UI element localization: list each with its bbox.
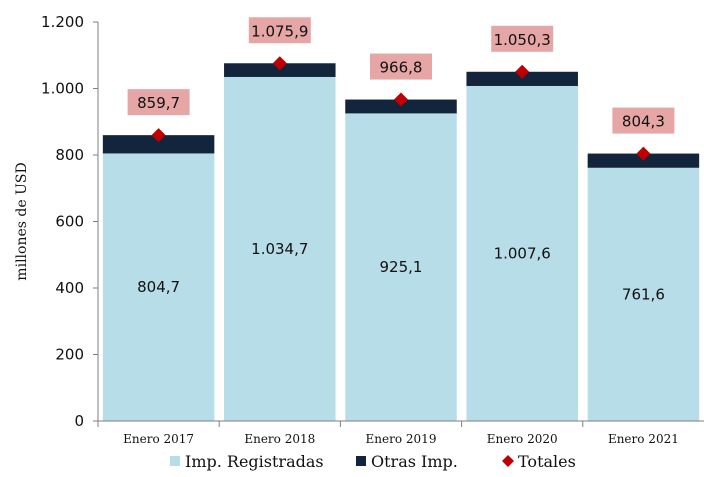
bar-otras-imp bbox=[102, 135, 215, 154]
bar-imp-registradas bbox=[102, 153, 215, 421]
x-tick-label: Enero 2019 bbox=[366, 432, 437, 446]
y-tick-label: 400 bbox=[55, 279, 84, 297]
y-tick-label: 800 bbox=[55, 146, 84, 164]
total-marker bbox=[272, 56, 287, 71]
bar-imp-registradas bbox=[224, 76, 336, 421]
legend-label: Otras Imp. bbox=[371, 452, 458, 471]
total-marker bbox=[394, 92, 408, 107]
total-value-label: 966,8 bbox=[380, 59, 423, 77]
y-tick-label: 600 bbox=[55, 213, 84, 231]
y-axis-label: millones de USD bbox=[14, 162, 30, 280]
total-marker bbox=[636, 146, 651, 161]
x-tick-label: Enero 2017 bbox=[123, 432, 194, 446]
total-label-box bbox=[370, 53, 432, 80]
total-value-label: 859,7 bbox=[137, 94, 180, 112]
legend-swatch bbox=[170, 456, 180, 466]
bars-layer bbox=[102, 63, 700, 422]
bar-imp-registradas bbox=[587, 167, 700, 421]
legend-swatch bbox=[356, 456, 366, 466]
total-marker bbox=[151, 128, 166, 143]
total-label-box bbox=[612, 107, 675, 134]
legend-label: Imp. Registradas bbox=[185, 452, 324, 471]
legend: Imp. Registradas Otras Imp. Totales bbox=[170, 452, 576, 471]
total-label-box bbox=[491, 25, 554, 52]
legend-label: Totales bbox=[518, 452, 576, 471]
x-tick-label: Enero 2018 bbox=[244, 432, 315, 446]
x-tick-label: Enero 2021 bbox=[608, 432, 679, 446]
bar-value-label: 1.034,7 bbox=[251, 240, 308, 258]
bar-value-label: 804,7 bbox=[137, 278, 180, 296]
bar-otras-imp bbox=[466, 71, 578, 86]
bar-otras-imp bbox=[587, 153, 700, 168]
labels-layer: 804,7 859,7 1.034,7 1.075,9 925,1 966,8 1.007,… bbox=[127, 17, 675, 303]
total-label-box bbox=[248, 17, 311, 44]
y-tick-label: 0 bbox=[74, 412, 84, 430]
bar-imp-registradas bbox=[466, 85, 578, 422]
legend-swatch bbox=[502, 455, 514, 467]
total-marker bbox=[515, 64, 530, 79]
total-value-label: 1.075,9 bbox=[251, 22, 308, 40]
y-tick-label: 1.000 bbox=[41, 80, 84, 98]
bar-value-label: 1.007,6 bbox=[494, 244, 551, 262]
x-tick-label: Enero 2020 bbox=[487, 432, 558, 446]
bar-value-label: 761,6 bbox=[622, 285, 665, 303]
axes-layer: Enero 2017 Enero 2018 Enero 2019 Enero 2020… bbox=[14, 13, 704, 446]
y-tick-label: 200 bbox=[55, 346, 84, 364]
total-value-label: 804,3 bbox=[622, 113, 665, 131]
y-tick-label: 1.200 bbox=[41, 13, 84, 31]
bar-value-label: 925,1 bbox=[380, 258, 423, 276]
bar-imp-registradas bbox=[345, 113, 457, 422]
total-value-label: 1.050,3 bbox=[494, 31, 551, 49]
total-label-box bbox=[127, 89, 190, 116]
